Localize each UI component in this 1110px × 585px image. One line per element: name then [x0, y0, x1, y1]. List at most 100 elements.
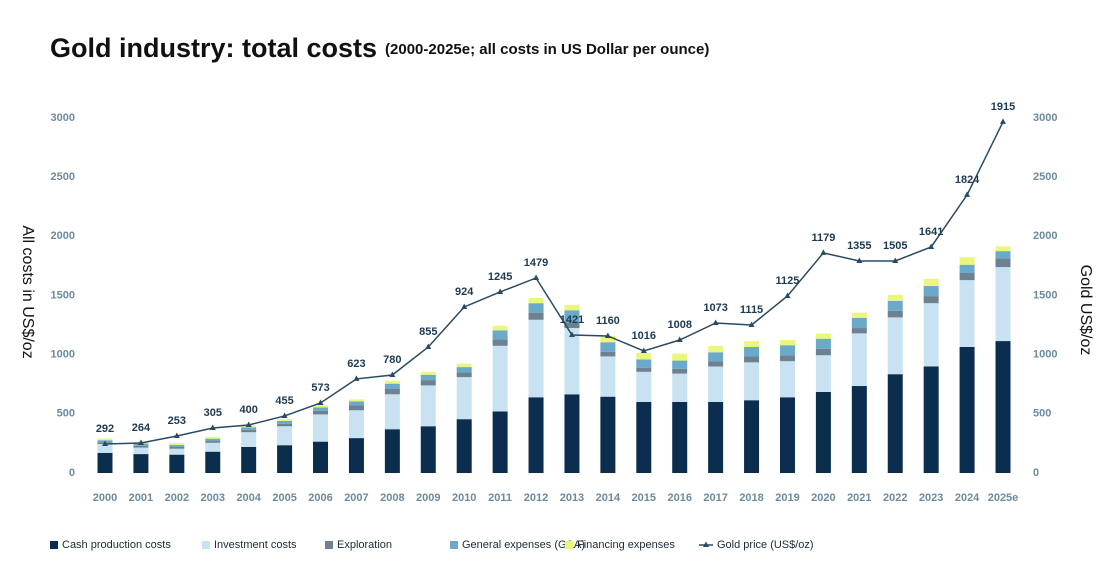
bar-segment — [744, 356, 760, 363]
y2-tick-label: 1500 — [1033, 289, 1057, 301]
bar-segment — [636, 367, 652, 372]
bar-segment — [851, 333, 867, 387]
x-tick-label: 2000 — [93, 492, 117, 504]
total-cost-label: 400 — [240, 404, 258, 416]
bar-segment — [241, 446, 257, 473]
bar-segment — [169, 454, 185, 473]
line-marker — [640, 347, 647, 353]
bar-segment — [851, 317, 867, 329]
bar-segment — [348, 399, 364, 402]
bar-segment — [313, 414, 329, 442]
bar-segment — [420, 380, 436, 386]
bar-segment — [564, 394, 580, 473]
line-marker — [245, 421, 252, 427]
bar-segment — [600, 356, 616, 397]
y-tick-label: 1500 — [51, 289, 75, 301]
bar-segment — [528, 397, 544, 473]
total-cost-label: 1115 — [740, 304, 763, 316]
line-marker — [389, 371, 396, 378]
bar-segment — [779, 397, 795, 473]
bar-segment — [744, 346, 760, 357]
line-marker — [317, 399, 324, 405]
total-cost-label: 253 — [168, 415, 186, 427]
bar-segment — [636, 402, 652, 473]
bar-segment — [97, 444, 113, 453]
bar-segment — [564, 310, 580, 323]
line-marker — [568, 331, 575, 338]
legend-label: Cash production costs — [62, 539, 171, 551]
bar-segment — [744, 362, 760, 401]
y-tick-label: 500 — [57, 408, 75, 420]
total-cost-label: 455 — [275, 395, 293, 407]
x-tick-label: 2020 — [811, 492, 835, 504]
bar-segment — [528, 297, 544, 304]
bar-segment — [672, 360, 688, 369]
line-marker — [604, 332, 611, 338]
total-cost-label: 780 — [383, 354, 401, 366]
bar-segment — [887, 294, 903, 301]
bar-segment — [241, 427, 257, 430]
bar-segment — [815, 348, 831, 356]
bar-segment — [708, 402, 724, 473]
total-cost-label: 1016 — [632, 330, 656, 342]
bar-segment — [313, 407, 329, 411]
bar-segment — [277, 420, 293, 424]
x-tick-label: 2002 — [165, 492, 189, 504]
total-cost-label: 924 — [455, 286, 474, 298]
bar-segment — [492, 345, 508, 412]
line-marker — [892, 257, 899, 263]
x-tick-label: 2005 — [272, 492, 296, 504]
line-marker — [712, 319, 719, 325]
bar-segment — [887, 300, 903, 311]
line-marker — [461, 303, 468, 309]
bar-segment — [815, 391, 831, 473]
legend-label: Financing expenses — [577, 539, 675, 551]
bar-segment — [923, 366, 939, 473]
bar-segment — [169, 444, 185, 447]
bar-segment — [133, 447, 149, 455]
x-tick-label: 2007 — [344, 492, 368, 504]
bar-segment — [815, 355, 831, 392]
legend-label: General expenses (G&A) — [462, 539, 585, 551]
bar-segment — [169, 446, 185, 449]
bar-segment — [851, 328, 867, 334]
bar-segment — [600, 342, 616, 352]
bar-segment — [133, 454, 149, 473]
bar-segment — [384, 383, 400, 389]
total-cost-label: 1073 — [703, 302, 727, 314]
y-tick-label: 3000 — [51, 112, 75, 124]
subtitle: (2000-2025e; all costs in US Dollar per … — [385, 41, 709, 58]
line-marker — [1000, 118, 1006, 124]
y2-tick-label: 0 — [1033, 467, 1039, 479]
bar-segment — [241, 432, 257, 447]
bar-segment — [636, 371, 652, 402]
total-cost-label: 1824 — [955, 174, 980, 186]
bar-segment — [348, 405, 364, 411]
bar-segment — [97, 452, 113, 473]
bar-segment — [923, 286, 939, 297]
bar-segment — [779, 355, 795, 362]
total-cost-label: 1179 — [811, 232, 835, 244]
total-cost-label: 1355 — [847, 240, 871, 252]
bar-segment — [528, 319, 544, 398]
bar-segment — [708, 352, 724, 362]
title: Gold industry: total costs — [50, 33, 377, 63]
line-marker — [102, 440, 108, 447]
total-cost-label: 305 — [204, 407, 222, 419]
bar-segment — [205, 451, 221, 473]
bar-segment — [995, 258, 1011, 268]
x-tick-label: 2017 — [703, 492, 727, 504]
y-tick-label: 2000 — [51, 230, 75, 242]
bar-segment — [492, 325, 508, 331]
bar-segment — [277, 426, 293, 446]
bar-segment — [708, 366, 724, 402]
bar-segment — [277, 419, 293, 421]
bar-segment — [672, 373, 688, 402]
bar-segment — [959, 346, 975, 473]
bar-segment — [672, 402, 688, 473]
total-cost-label: 855 — [419, 326, 437, 338]
line-marker — [497, 288, 504, 294]
bar-segment — [995, 251, 1011, 259]
bar-segment — [995, 267, 1011, 342]
